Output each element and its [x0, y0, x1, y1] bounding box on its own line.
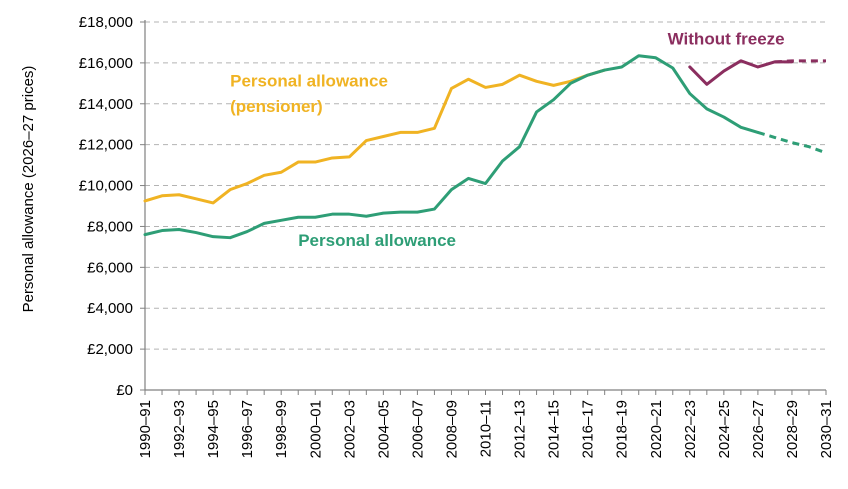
x-tick-label: 1990–91 [137, 400, 154, 458]
x-tick-label: 1994–95 [205, 400, 222, 458]
y-tick-label: £14,000 [79, 96, 133, 113]
gridlines [145, 21, 826, 350]
series-label: Personal allowance [298, 231, 456, 250]
x-tick-label: 2004–05 [375, 400, 392, 458]
x-tick-label: 2030–31 [818, 400, 835, 458]
series-label: Without freeze [668, 29, 785, 48]
y-tick-label: £18,000 [79, 14, 133, 31]
x-tick-label: 2028–29 [784, 400, 801, 458]
x-tick-label: 2016–17 [580, 400, 597, 458]
y-axis-title: Personal allowance (2026–27 prices) [20, 66, 37, 313]
series-line-personal-allowance [143, 54, 760, 240]
x-tick-label: 2014–15 [546, 400, 563, 458]
x-tick-label: 2018–19 [614, 400, 631, 458]
series-labels: Personal allowance (pensioner) Personal al… [230, 29, 785, 249]
y-tick-label: £12,000 [79, 137, 133, 154]
x-tick-label: 2006–07 [409, 400, 426, 458]
x-tick-label: 2026–27 [750, 400, 767, 458]
y-tick-label: £0 [116, 382, 133, 399]
x-tick-label: 2002–03 [341, 400, 358, 458]
series-projection-without-freeze [774, 59, 826, 64]
series-label: (pensioner) [230, 97, 323, 116]
series-lines [143, 54, 827, 240]
series-line-personal-allowance-pensioner [143, 68, 607, 205]
y-tick-label: £8,000 [87, 218, 133, 235]
x-tick-label: 2024–25 [716, 400, 733, 458]
series-projection-personal-allowance [757, 130, 827, 155]
series-label: Personal allowance [230, 71, 388, 90]
x-tick-label: 1992–93 [171, 400, 188, 458]
x-tick-label: 2010–11 [478, 400, 495, 457]
x-tick-label: 2000–01 [307, 400, 324, 458]
y-tick-label: £4,000 [87, 300, 133, 317]
x-tick-label: 1996–97 [239, 400, 256, 458]
y-tick-label: £6,000 [87, 259, 133, 276]
x-tick-label: 2022–23 [682, 400, 699, 458]
series-line-without-freeze [688, 59, 794, 86]
axes: £0 £2,000 £4,000 £6,000 £8,000 £10,000 £12,000… [79, 14, 835, 458]
x-tick-label: 2020–21 [648, 400, 665, 458]
y-tick-label: £10,000 [79, 178, 133, 195]
y-tick-label: £16,000 [79, 55, 133, 72]
x-tick-label: 1998–99 [273, 400, 290, 458]
x-tick-label: 2012–13 [512, 400, 529, 458]
x-tick-label: 2008–09 [443, 400, 460, 458]
y-tick-label: £2,000 [87, 341, 133, 358]
